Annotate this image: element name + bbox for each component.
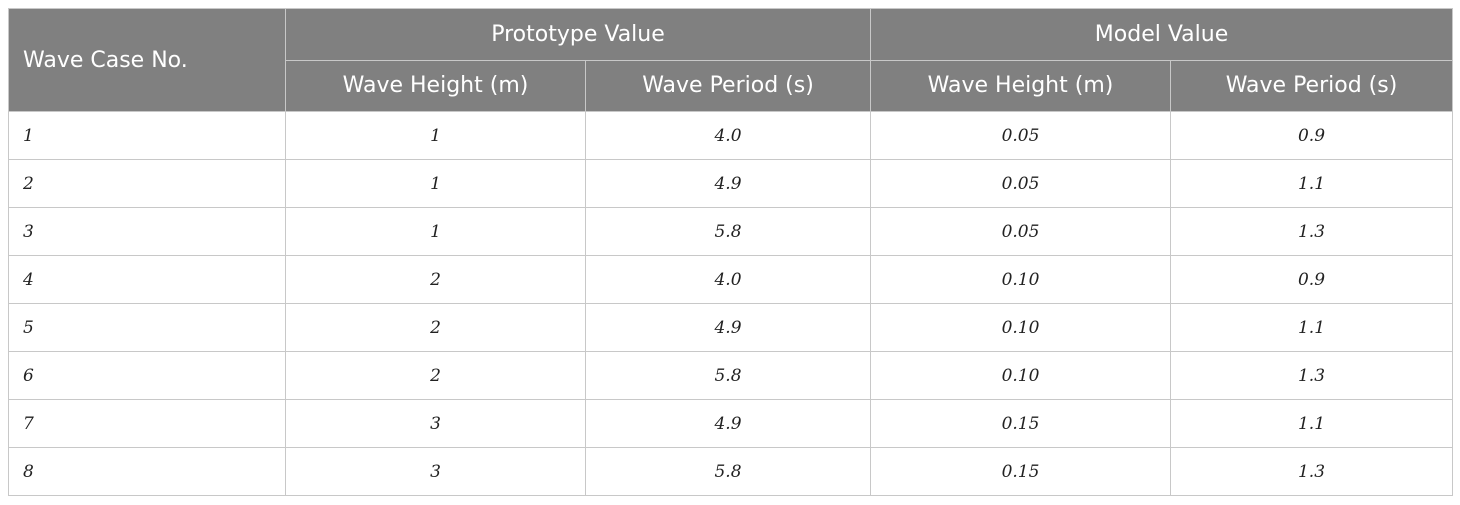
header-wave-case-no: Wave Case No. [8,8,286,112]
model-period-cell: 1.3 [1170,207,1454,256]
table-row: 4 2 4.0 0.10 0.9 [8,255,1454,304]
prototype-height-cell: 1 [285,159,586,208]
prototype-height-cell: 2 [285,255,586,304]
model-period-cell: 0.9 [1170,255,1454,304]
table-row: 7 3 4.9 0.15 1.1 [8,399,1454,448]
header-prototype-wave-period: Wave Period (s) [584,59,872,112]
table-header: Wave Case No. Prototype Value Model Valu… [8,8,1454,112]
case-no-cell: 8 [8,447,286,496]
header-row-columns: Wave Height (m) Wave Period (s) Wave Hei… [9,59,1454,112]
case-no-cell: 3 [8,207,286,256]
prototype-period-cell: 5.8 [584,207,872,256]
table-body: 1 1 4.0 0.05 0.9 2 1 4.9 0.05 1.1 3 1 5.8 0.05 1.3 4 2 4.… [8,111,1454,496]
case-no-cell: 2 [8,159,286,208]
header-model-wave-height: Wave Height (m) [870,59,1172,112]
wave-cases-table: Wave Case No. Prototype Value Model Valu… [8,8,1454,496]
prototype-height-cell: 3 [285,399,586,448]
table-row: 8 3 5.8 0.15 1.3 [8,447,1454,496]
case-no-cell: 1 [8,111,286,160]
model-height-cell: 0.10 [870,351,1172,400]
model-period-cell: 1.3 [1170,351,1454,400]
prototype-height-cell: 1 [285,207,586,256]
prototype-period-cell: 4.0 [584,111,872,160]
table-row: 3 1 5.8 0.05 1.3 [8,207,1454,256]
prototype-period-cell: 4.9 [584,399,872,448]
header-row-groups: Wave Case No. Prototype Value Model Valu… [8,8,1454,112]
model-period-cell: 1.1 [1170,303,1454,352]
prototype-height-cell: 2 [285,351,586,400]
model-height-cell: 0.10 [870,255,1172,304]
model-period-cell: 0.9 [1170,111,1454,160]
prototype-period-cell: 5.8 [584,351,872,400]
model-period-cell: 1.3 [1170,447,1454,496]
header-prototype-value: Prototype Value [284,8,872,61]
prototype-period-cell: 4.9 [584,303,872,352]
model-height-cell: 0.05 [870,159,1172,208]
prototype-height-cell: 2 [285,303,586,352]
prototype-period-cell: 4.0 [584,255,872,304]
model-height-cell: 0.15 [870,399,1172,448]
table-row: 1 1 4.0 0.05 0.9 [8,111,1454,160]
model-height-cell: 0.05 [870,111,1172,160]
prototype-height-cell: 3 [285,447,586,496]
case-no-cell: 4 [8,255,286,304]
header-model-wave-period: Wave Period (s) [1170,59,1454,112]
model-height-cell: 0.10 [870,303,1172,352]
prototype-period-cell: 5.8 [584,447,872,496]
prototype-period-cell: 4.9 [584,159,872,208]
table-row: 5 2 4.9 0.10 1.1 [8,303,1454,352]
model-period-cell: 1.1 [1170,159,1454,208]
prototype-height-cell: 1 [285,111,586,160]
table-row: 6 2 5.8 0.10 1.3 [8,351,1454,400]
model-height-cell: 0.05 [870,207,1172,256]
header-prototype-wave-height: Wave Height (m) [285,59,586,112]
case-no-cell: 6 [8,351,286,400]
table-row: 2 1 4.9 0.05 1.1 [8,159,1454,208]
case-no-cell: 7 [8,399,286,448]
model-height-cell: 0.15 [870,447,1172,496]
header-model-value: Model Value [870,8,1454,61]
case-no-cell: 5 [8,303,286,352]
model-period-cell: 1.1 [1170,399,1454,448]
